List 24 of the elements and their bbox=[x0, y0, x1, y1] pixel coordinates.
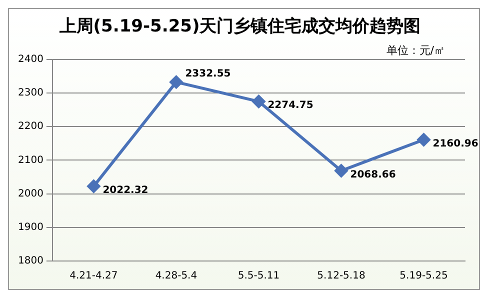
y-tick-label: 1900 bbox=[18, 222, 44, 233]
x-tick-label: 4.21-4.27 bbox=[70, 270, 118, 282]
x-tick-label: 4.28-5.4 bbox=[155, 270, 198, 282]
point bbox=[252, 94, 266, 108]
y-tick-label: 2100 bbox=[18, 154, 44, 166]
x-tick-label: 5.5-5.11 bbox=[238, 270, 280, 282]
y-tick-label: 2000 bbox=[18, 188, 44, 200]
x-tick-label: 5.19-5.25 bbox=[400, 270, 448, 282]
point bbox=[334, 164, 348, 178]
y-tick-label: 2400 bbox=[18, 54, 44, 65]
x-tick-label: 5.12-5.18 bbox=[317, 270, 366, 282]
data-label: 2332.55 bbox=[185, 68, 231, 80]
point bbox=[417, 133, 430, 146]
point bbox=[87, 180, 100, 193]
text: 单位：元/㎡ bbox=[386, 44, 445, 57]
data-label: 2160.96 bbox=[432, 138, 478, 150]
data-label: 2022.32 bbox=[102, 184, 148, 196]
y-tick-label: 1800 bbox=[18, 256, 44, 267]
point bbox=[170, 76, 183, 89]
chart-title: 上周(5.19-5.25)天门乡镇住宅成交均价趋势图 bbox=[58, 16, 421, 37]
data-label: 2274.75 bbox=[268, 100, 314, 112]
data-label: 2068.66 bbox=[350, 169, 396, 180]
y-tick-label: 2300 bbox=[18, 88, 44, 99]
y-tick-label: 2200 bbox=[18, 121, 44, 132]
